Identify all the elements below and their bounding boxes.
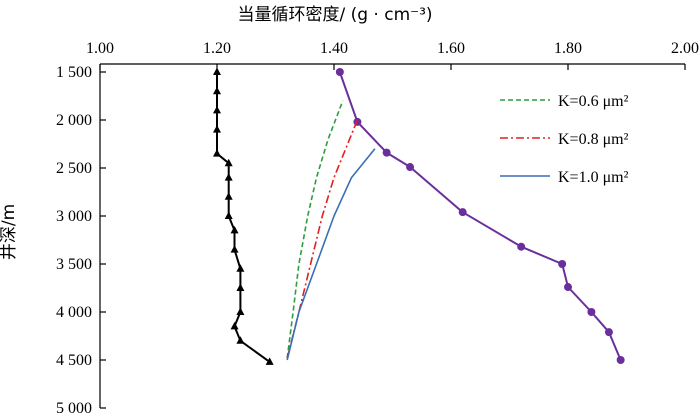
data-point-triangle [236,336,245,344]
y-tick-label: 2 000 [56,112,92,129]
data-point-circle [458,208,467,217]
data-point-triangle [213,86,221,95]
legend-label-k08: K=0.8 μm² [558,131,629,148]
data-point-triangle [224,192,233,200]
series-k10 [286,148,376,361]
data-point-circle [382,148,391,157]
y-axis-title-group: 井深/m [0,204,19,260]
series-k08 [286,119,359,359]
x-ticks: 1.00 1.20 1.40 1.60 1.80 2.00 [86,40,699,70]
data-point-triangle [213,149,221,157]
series-line-black [216,72,271,363]
data-point-circle [616,356,625,364]
x-tick-label: 1.60 [437,40,465,57]
x-tick-label: 1.00 [86,40,114,57]
data-point-circle [517,242,526,251]
y-tick-label: 4 500 [56,352,92,369]
data-point-triangle [224,173,233,181]
x-tick-label: 1.80 [554,40,582,57]
data-point-circle [335,68,344,76]
x-tick-label: 1.20 [203,40,231,57]
x-tick-label: 2.00 [671,40,699,57]
data-point-circle [604,328,613,337]
series-layer [213,67,625,365]
series-purple [335,68,625,364]
data-point-triangle [230,321,239,330]
data-point-triangle [236,283,245,291]
legend-label-k06: K=0.6 μm² [558,93,629,110]
data-point-triangle [224,158,233,167]
series-line-k06 [286,100,344,359]
series-k06 [286,100,344,359]
y-axis-title: 井深/m [0,204,19,260]
legend-label-k10: K=1.0 μm² [558,169,629,186]
data-point-triangle [230,225,239,234]
y-tick-label: 1 500 [56,64,92,81]
y-tick-label: 4 000 [56,304,92,321]
x-axis-title: 当量循环密度/ (g · cm⁻³) [237,5,432,25]
data-point-triangle [213,105,221,114]
data-point-circle [564,283,572,292]
series-black [213,67,274,365]
data-point-triangle [265,357,274,365]
data-point-triangle [230,245,239,253]
data-point-triangle [213,67,221,75]
data-point-circle [587,308,596,316]
data-point-triangle [236,307,245,315]
series-line-k08 [286,119,359,359]
y-tick-label: 3 000 [56,208,92,225]
data-point-triangle [236,264,245,272]
y-ticks: 1 500 2 000 2 500 3 000 3 500 4 000 4 500 5 000 [56,64,106,417]
data-point-circle [406,163,415,172]
y-tick-label: 3 500 [56,256,92,273]
series-line-purple [338,71,622,361]
data-point-triangle [224,211,233,219]
series-line-k10 [286,148,376,361]
x-tick-label: 1.40 [320,40,348,57]
data-point-circle [558,260,567,268]
legend: K=0.6 μm² K=0.8 μm² K=1.0 μm² [500,93,629,186]
data-point-triangle [213,125,221,133]
y-tick-label: 2 500 [56,160,92,177]
y-tick-label: 5 000 [56,400,92,417]
x-axis-title-group: 当量循环密度/ (g · cm⁻³) [237,5,432,25]
